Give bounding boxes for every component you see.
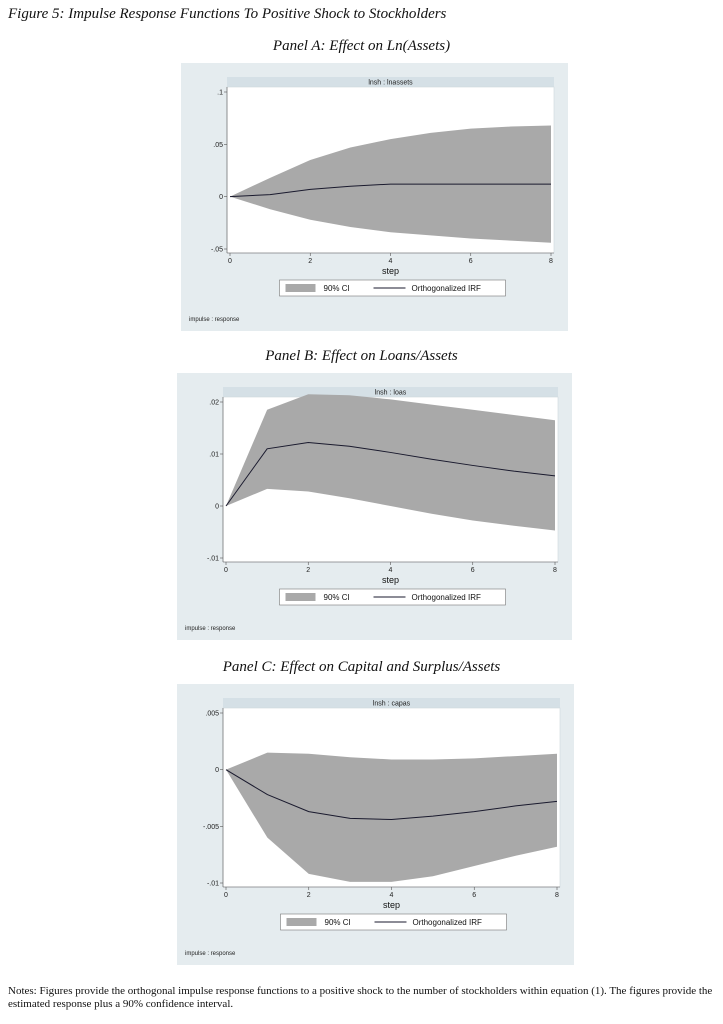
x-tick-label: 0 bbox=[224, 567, 228, 574]
y-tick-label: .01 bbox=[209, 452, 219, 459]
legend-ci-label: 90% CI bbox=[324, 284, 350, 293]
x-tick-label: 2 bbox=[307, 892, 311, 899]
irf-line bbox=[225, 769, 558, 821]
x-tick-label: 0 bbox=[228, 258, 232, 265]
impulse-response-footnote: impulse : response bbox=[189, 317, 240, 323]
irf-plot-svg: lnsh : lnassets .1 .05 0 -.05 0 2 4 6 8 step 90% CI… bbox=[181, 63, 568, 331]
panel-b-title: Panel B: Effect on Loans/Assets bbox=[265, 348, 458, 364]
facet-strip bbox=[227, 77, 554, 87]
y-tick-label: -.01 bbox=[207, 881, 219, 888]
y-tick-label: -.05 bbox=[211, 247, 223, 254]
y-tick-label: 0 bbox=[215, 767, 219, 774]
impulse-response-footnote: impulse : response bbox=[185, 951, 236, 957]
legend-ci-swatch bbox=[285, 284, 316, 292]
panel-c-title: Panel C: Effect on Capital and Surplus/A… bbox=[222, 659, 501, 675]
facet-strip bbox=[223, 387, 558, 397]
legend-ci-swatch bbox=[286, 918, 317, 926]
facet-strip-label: lnsh : lnassets bbox=[368, 80, 413, 87]
ci-band bbox=[226, 394, 555, 531]
figure-title: Figure 5: Impulse Response Functions To … bbox=[8, 6, 447, 22]
irf-plot-svg: lnsh : capas .005 0 -.005 -.01 0 2 4 6 8 step 90% C… bbox=[177, 684, 574, 965]
y-tick-label: .02 bbox=[209, 400, 219, 407]
y-tick-label: 0 bbox=[215, 504, 219, 511]
x-tick-label: 4 bbox=[389, 567, 393, 574]
panel-a-title: Panel A: Effect on Ln(Assets) bbox=[272, 38, 451, 54]
x-tick-label: 6 bbox=[469, 258, 473, 265]
irf-line bbox=[225, 442, 556, 507]
x-tick-label: 2 bbox=[306, 567, 310, 574]
x-axis-label: step bbox=[382, 266, 399, 276]
legend-irf-label: Orthogonalized IRF bbox=[413, 918, 482, 927]
x-tick-label: 6 bbox=[471, 567, 475, 574]
legend-ci-swatch bbox=[285, 593, 316, 601]
x-tick-label: 4 bbox=[389, 258, 393, 265]
x-tick-label: 6 bbox=[472, 892, 476, 899]
x-axis-label: step bbox=[383, 900, 400, 910]
panel-c-chart: lnsh : capas .005 0 -.005 -.01 0 2 4 6 8 step 90% C… bbox=[177, 684, 574, 965]
facet-strip-label: lnsh : loas bbox=[375, 390, 407, 397]
x-axis-label: step bbox=[382, 575, 399, 585]
ci-band bbox=[226, 752, 557, 882]
y-tick-label: -.005 bbox=[203, 824, 219, 831]
x-tick-label: 8 bbox=[553, 567, 557, 574]
x-tick-label: 4 bbox=[390, 892, 394, 899]
panel-a-chart: lnsh : lnassets .1 .05 0 -.05 0 2 4 6 8 step 90% CI… bbox=[181, 63, 568, 331]
x-tick-label: 2 bbox=[308, 258, 312, 265]
y-tick-label: 0 bbox=[219, 194, 223, 201]
x-tick-label: 8 bbox=[555, 892, 559, 899]
legend-ci-label: 90% CI bbox=[325, 918, 351, 927]
y-tick-label: -.01 bbox=[207, 556, 219, 563]
facet-strip-label: lnsh : capas bbox=[373, 701, 411, 708]
x-tick-label: 0 bbox=[224, 892, 228, 899]
irf-line bbox=[229, 183, 551, 198]
x-tick-label: 8 bbox=[549, 258, 553, 265]
impulse-response-footnote: impulse : response bbox=[185, 626, 236, 632]
y-tick-label: .005 bbox=[205, 711, 219, 718]
legend-irf-label: Orthogonalized IRF bbox=[412, 284, 481, 293]
panel-b-chart: lnsh : loas .02 .01 0 -.01 0 2 4 6 8 step 90% CI Ort… bbox=[177, 373, 572, 640]
legend-ci-label: 90% CI bbox=[324, 593, 350, 602]
y-tick-label: .1 bbox=[217, 90, 223, 97]
y-tick-label: .05 bbox=[213, 142, 223, 149]
figure-notes: Notes: Figures provide the orthogonal im… bbox=[8, 985, 713, 1010]
legend-irf-label: Orthogonalized IRF bbox=[412, 593, 481, 602]
irf-plot-svg: lnsh : loas .02 .01 0 -.01 0 2 4 6 8 step 90% CI Ort… bbox=[177, 373, 572, 640]
facet-strip bbox=[223, 698, 560, 708]
